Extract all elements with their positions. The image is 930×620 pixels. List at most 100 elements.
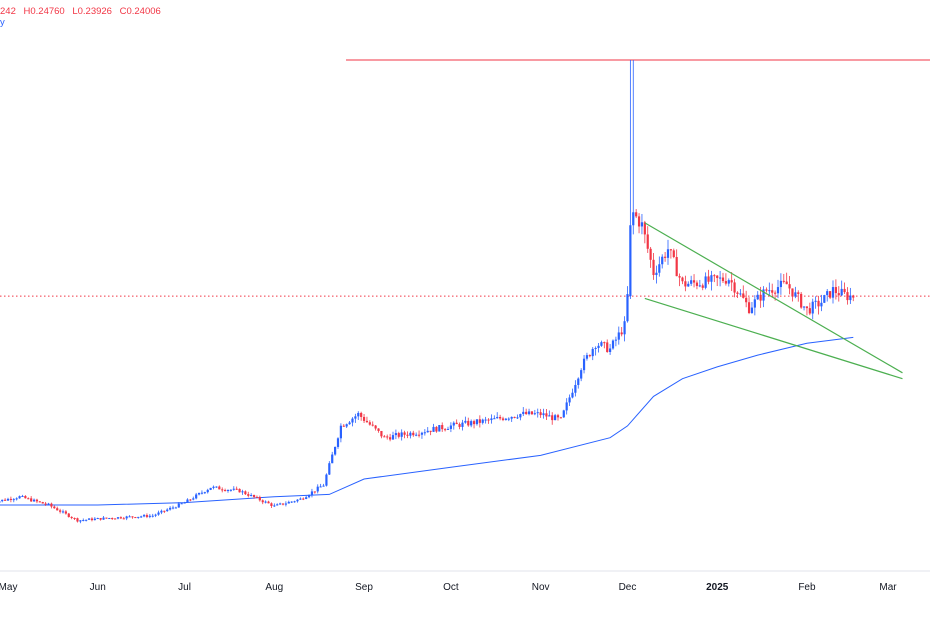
candle[interactable] bbox=[125, 515, 128, 521]
candle[interactable] bbox=[487, 418, 490, 424]
candle[interactable] bbox=[276, 503, 279, 506]
candle[interactable] bbox=[331, 451, 334, 464]
candle[interactable] bbox=[713, 274, 716, 283]
candle[interactable] bbox=[30, 496, 33, 502]
candle[interactable] bbox=[82, 518, 85, 522]
candle[interactable] bbox=[585, 352, 589, 361]
candle[interactable] bbox=[293, 500, 296, 503]
candle[interactable] bbox=[380, 430, 383, 439]
candle[interactable] bbox=[374, 425, 377, 431]
candle[interactable] bbox=[559, 416, 562, 419]
candle[interactable] bbox=[551, 412, 554, 425]
candle[interactable] bbox=[44, 501, 47, 506]
candle[interactable] bbox=[307, 494, 311, 499]
candle[interactable] bbox=[568, 394, 571, 407]
candle[interactable] bbox=[302, 497, 305, 501]
candle[interactable] bbox=[316, 484, 319, 494]
candle[interactable] bbox=[496, 412, 499, 419]
candle[interactable] bbox=[771, 283, 774, 296]
candle[interactable] bbox=[762, 286, 765, 308]
candle[interactable] bbox=[600, 340, 603, 347]
candle[interactable] bbox=[360, 411, 363, 421]
candle[interactable] bbox=[111, 517, 114, 520]
candle[interactable] bbox=[409, 431, 412, 439]
candle[interactable] bbox=[791, 288, 794, 302]
candle[interactable] bbox=[180, 502, 183, 505]
candle[interactable] bbox=[420, 431, 424, 439]
candle[interactable] bbox=[296, 499, 299, 503]
candle[interactable] bbox=[658, 256, 661, 277]
candle[interactable] bbox=[186, 498, 189, 503]
candle[interactable] bbox=[571, 388, 574, 399]
candle[interactable] bbox=[90, 517, 94, 522]
candle[interactable] bbox=[672, 248, 675, 259]
candle[interactable] bbox=[527, 408, 531, 416]
candle[interactable] bbox=[412, 430, 415, 437]
candle[interactable] bbox=[137, 516, 140, 519]
candle[interactable] bbox=[195, 492, 198, 500]
candle[interactable] bbox=[690, 275, 693, 286]
candle[interactable] bbox=[174, 506, 177, 509]
candle[interactable] bbox=[556, 413, 560, 421]
candle[interactable] bbox=[148, 514, 151, 519]
candle[interactable] bbox=[802, 306, 806, 311]
candle[interactable] bbox=[87, 518, 91, 520]
candle[interactable] bbox=[56, 506, 59, 511]
candle[interactable] bbox=[739, 289, 742, 296]
candle[interactable] bbox=[701, 283, 704, 291]
candle[interactable] bbox=[400, 429, 403, 441]
candle[interactable] bbox=[823, 294, 826, 304]
candle[interactable] bbox=[391, 431, 395, 440]
candle[interactable] bbox=[157, 510, 160, 516]
candle[interactable] bbox=[426, 427, 429, 433]
candle[interactable] bbox=[1, 499, 4, 503]
candle[interactable] bbox=[510, 416, 513, 422]
candle[interactable] bbox=[345, 423, 348, 429]
candle[interactable] bbox=[423, 429, 426, 436]
candle[interactable] bbox=[342, 424, 345, 427]
candle[interactable] bbox=[846, 287, 849, 305]
candle[interactable] bbox=[504, 417, 507, 421]
candle[interactable] bbox=[18, 495, 21, 499]
candle[interactable] bbox=[478, 415, 481, 428]
candle[interactable] bbox=[782, 273, 785, 284]
candle[interactable] bbox=[319, 483, 322, 488]
trendline-lower[interactable] bbox=[644, 297, 903, 380]
candle[interactable] bbox=[348, 420, 351, 425]
candle[interactable] bbox=[614, 336, 617, 347]
candle[interactable] bbox=[632, 60, 635, 235]
candle[interactable] bbox=[684, 275, 687, 292]
candle[interactable] bbox=[47, 502, 50, 506]
candle[interactable] bbox=[169, 506, 172, 511]
candle[interactable] bbox=[200, 490, 204, 495]
candle[interactable] bbox=[808, 302, 811, 316]
candle[interactable] bbox=[27, 497, 30, 500]
candle[interactable] bbox=[183, 501, 186, 504]
candle[interactable] bbox=[794, 286, 797, 299]
candle[interactable] bbox=[305, 495, 308, 500]
candle[interactable] bbox=[287, 500, 290, 504]
candle[interactable] bbox=[788, 275, 791, 295]
candle[interactable] bbox=[432, 423, 435, 432]
candle[interactable] bbox=[840, 280, 843, 297]
candle[interactable] bbox=[258, 495, 261, 502]
candle[interactable] bbox=[247, 491, 250, 498]
candle[interactable] bbox=[351, 417, 354, 427]
candle[interactable] bbox=[554, 413, 557, 421]
candle[interactable] bbox=[403, 430, 406, 439]
candle[interactable] bbox=[226, 489, 230, 493]
candle[interactable] bbox=[606, 339, 609, 353]
candle[interactable] bbox=[698, 279, 701, 288]
candle[interactable] bbox=[203, 491, 206, 494]
candle[interactable] bbox=[252, 494, 256, 499]
candle[interactable] bbox=[119, 516, 122, 520]
candle[interactable] bbox=[745, 290, 748, 308]
candle[interactable] bbox=[736, 291, 739, 298]
candle[interactable] bbox=[817, 295, 820, 315]
candle[interactable] bbox=[177, 502, 180, 508]
candle[interactable] bbox=[470, 419, 473, 428]
candle[interactable] bbox=[811, 298, 814, 320]
candle[interactable] bbox=[267, 500, 270, 504]
candle[interactable] bbox=[687, 281, 690, 287]
candle[interactable] bbox=[629, 60, 632, 299]
